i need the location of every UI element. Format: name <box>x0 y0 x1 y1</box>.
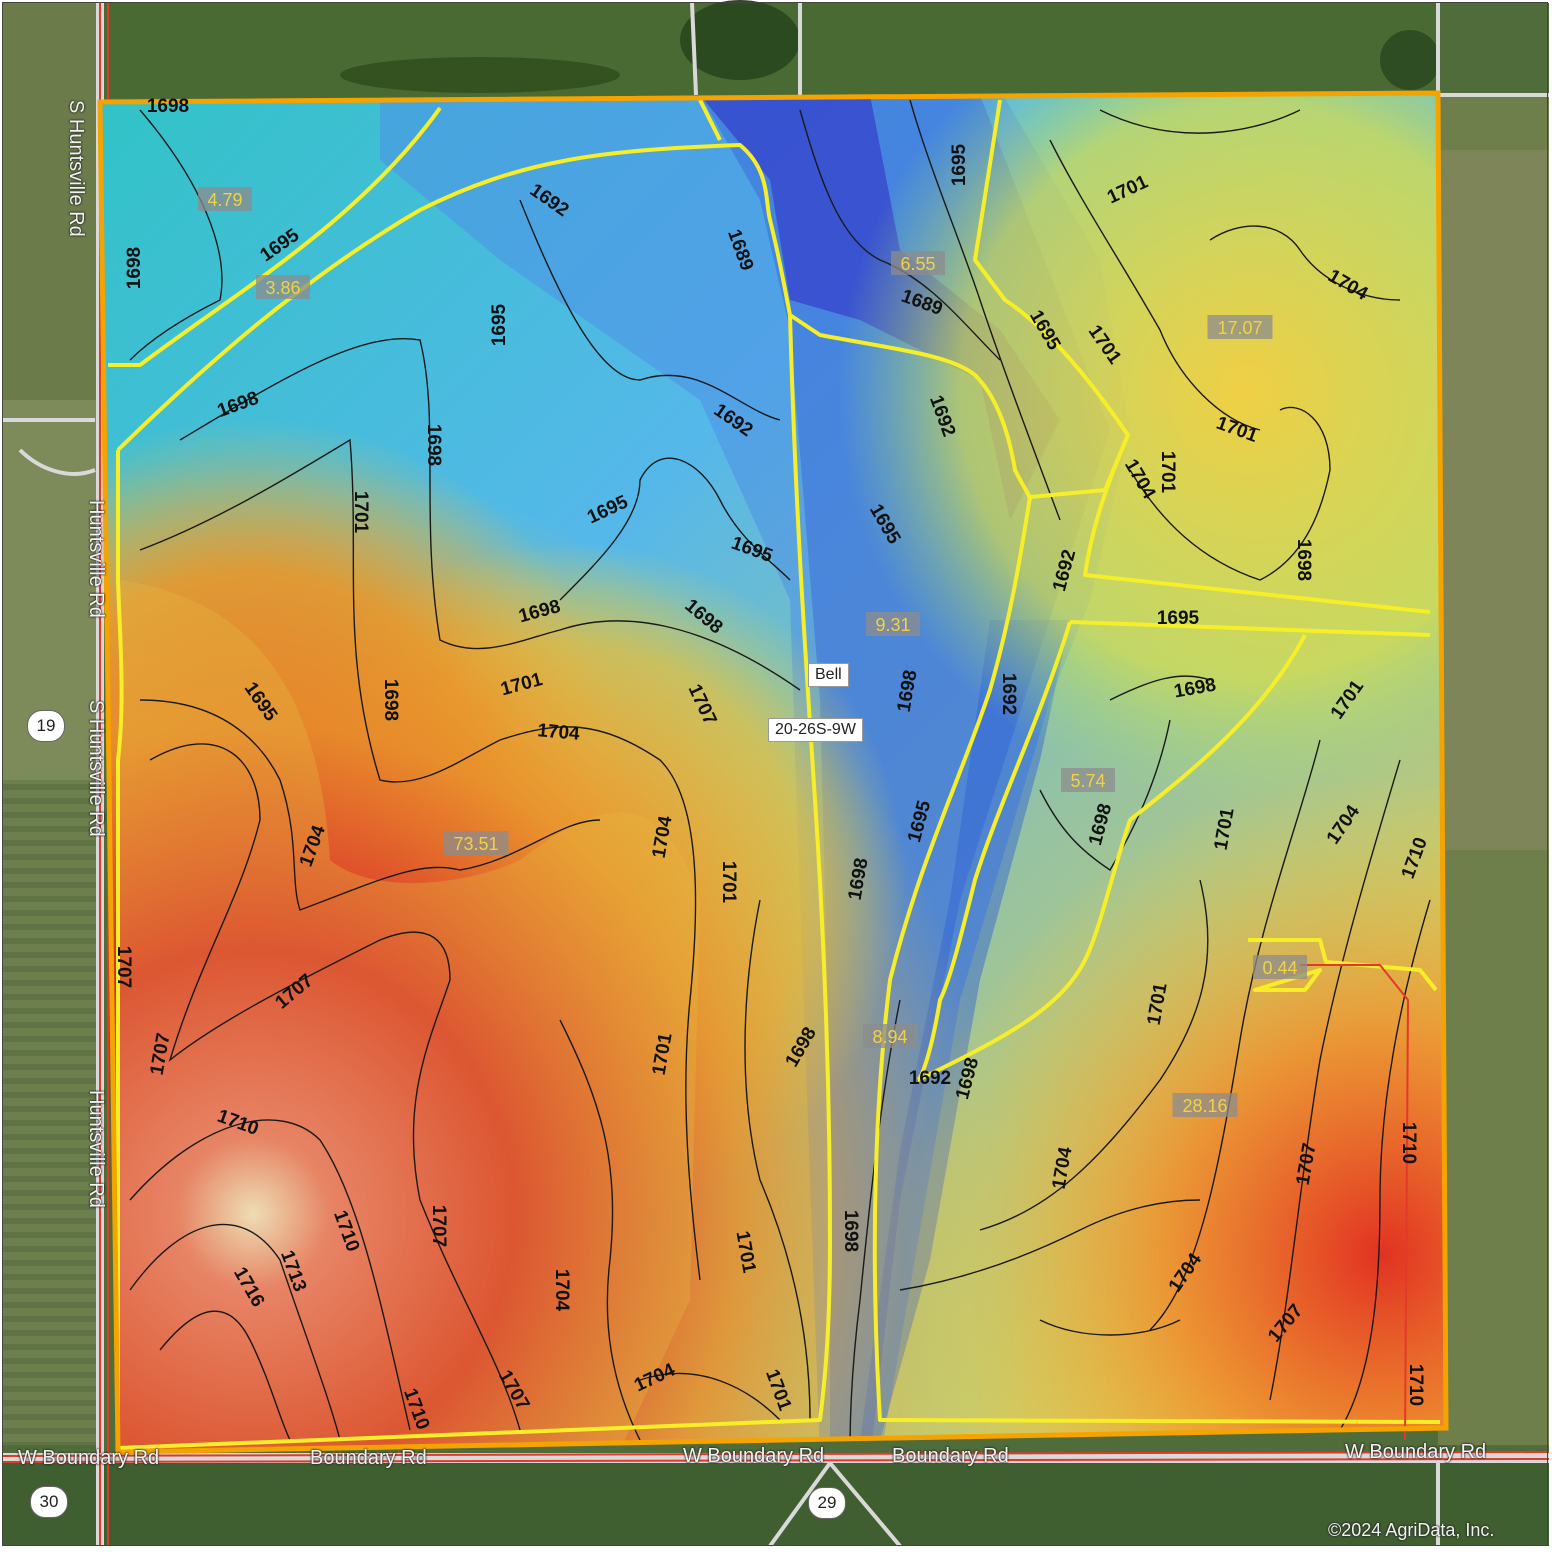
contour-label: 1707 <box>113 946 134 988</box>
zone-label: 8.94 <box>872 1027 907 1047</box>
contour-label: 1695 <box>949 143 970 186</box>
zone-label-bg <box>198 187 252 211</box>
contour-label: 1698 <box>840 1210 861 1252</box>
contour-label: 1692 <box>909 1068 951 1089</box>
zone-boundaries <box>108 99 1441 1450</box>
zone-label: 3.86 <box>265 278 300 298</box>
zone-label-bg <box>1172 1093 1238 1117</box>
zone-label: 6.55 <box>900 254 935 274</box>
contour-lines <box>129 99 1431 1451</box>
contour-label: 1704 <box>551 1269 572 1312</box>
road-label-boundary-rd-2: Boundary Rd <box>892 1445 1009 1467</box>
zone-label: 28.16 <box>1182 1096 1227 1116</box>
contour-label: 1701 <box>718 861 739 904</box>
field-s <box>3 1462 1549 1546</box>
contour-label: 1701 <box>1157 451 1178 494</box>
road-label-s-huntsville-rd-2: S Huntsville Rd <box>85 700 107 837</box>
contour-label: 1698 <box>124 247 145 289</box>
zone-label-bg <box>866 612 920 636</box>
contour-label: 1695 <box>1157 608 1200 629</box>
zone-label-bg <box>891 251 945 275</box>
field-sw <box>3 780 100 1445</box>
section-number-29: 29 <box>808 1487 846 1519</box>
tree-cluster <box>680 0 800 80</box>
contour-label: 1704 <box>537 720 581 745</box>
road-label-boundary-rd-1: Boundary Rd <box>310 1447 427 1469</box>
field-e-bare <box>1438 150 1549 850</box>
contour-label: 1698 <box>147 96 189 117</box>
road-line-south-2 <box>2 1458 1550 1463</box>
road-line-south <box>2 1451 1550 1457</box>
elevation-raster <box>100 93 1446 1452</box>
zone-label-bg <box>256 275 310 299</box>
zone-label: 0.44 <box>1262 958 1297 978</box>
zone-label-bg <box>863 1024 917 1048</box>
town-label: Bell <box>808 663 849 687</box>
contour-label: 1698 <box>423 424 444 466</box>
road-label-huntsville-rd-1: Huntsville Rd <box>85 500 107 618</box>
road-label-w-boundary-rd-1: W Boundary Rd <box>18 1447 160 1469</box>
contour-label: 1692 <box>998 673 1019 715</box>
copyright-text: ©2024 AgriData, Inc. <box>1328 1520 1495 1540</box>
lane-w <box>3 418 96 476</box>
field-nw <box>3 3 100 403</box>
zone-label: 9.31 <box>875 615 910 635</box>
tree-cluster-ne <box>1380 30 1440 90</box>
road-label-w-boundary-rd-2: W Boundary Rd <box>683 1445 825 1467</box>
contour-label: 1710 <box>1405 1364 1426 1406</box>
zone-label-bg <box>1207 315 1273 339</box>
zone-label-bg <box>1253 955 1307 979</box>
section-number-19: 19 <box>27 710 65 742</box>
contour-label: 1698 <box>380 679 401 721</box>
contour-label: 1701 <box>350 491 371 534</box>
lane-s <box>768 1461 902 1548</box>
section-number-30: 30 <box>30 1486 68 1518</box>
contour-label: 1695 <box>489 303 510 346</box>
contour-label: 1698 <box>1293 539 1314 581</box>
zone-label: 4.79 <box>207 190 242 210</box>
zone-label: 5.74 <box>1070 771 1105 791</box>
zone-label-bg <box>443 831 509 855</box>
road-label-s-huntsville-rd-1: S Huntsville Rd <box>65 100 87 237</box>
drain-line <box>1300 964 1410 1441</box>
contour-label: 1710 <box>1398 1122 1419 1164</box>
lane-n2 <box>690 2 698 96</box>
zone-label-bg <box>1061 768 1115 792</box>
field-boundary <box>97 90 1449 1455</box>
road-label-w-boundary-rd-3: W Boundary Rd <box>1345 1441 1487 1463</box>
zone-label: 17.07 <box>1217 318 1262 338</box>
zone-label: 73.51 <box>453 834 498 854</box>
tree-row <box>340 57 620 93</box>
contour-label: 1707 <box>428 1205 449 1247</box>
section-label: 20-26S-9W <box>768 718 863 742</box>
road-bed-south <box>3 1453 1549 1463</box>
road-label-huntsville-rd-2: Huntsville Rd <box>85 1090 107 1208</box>
